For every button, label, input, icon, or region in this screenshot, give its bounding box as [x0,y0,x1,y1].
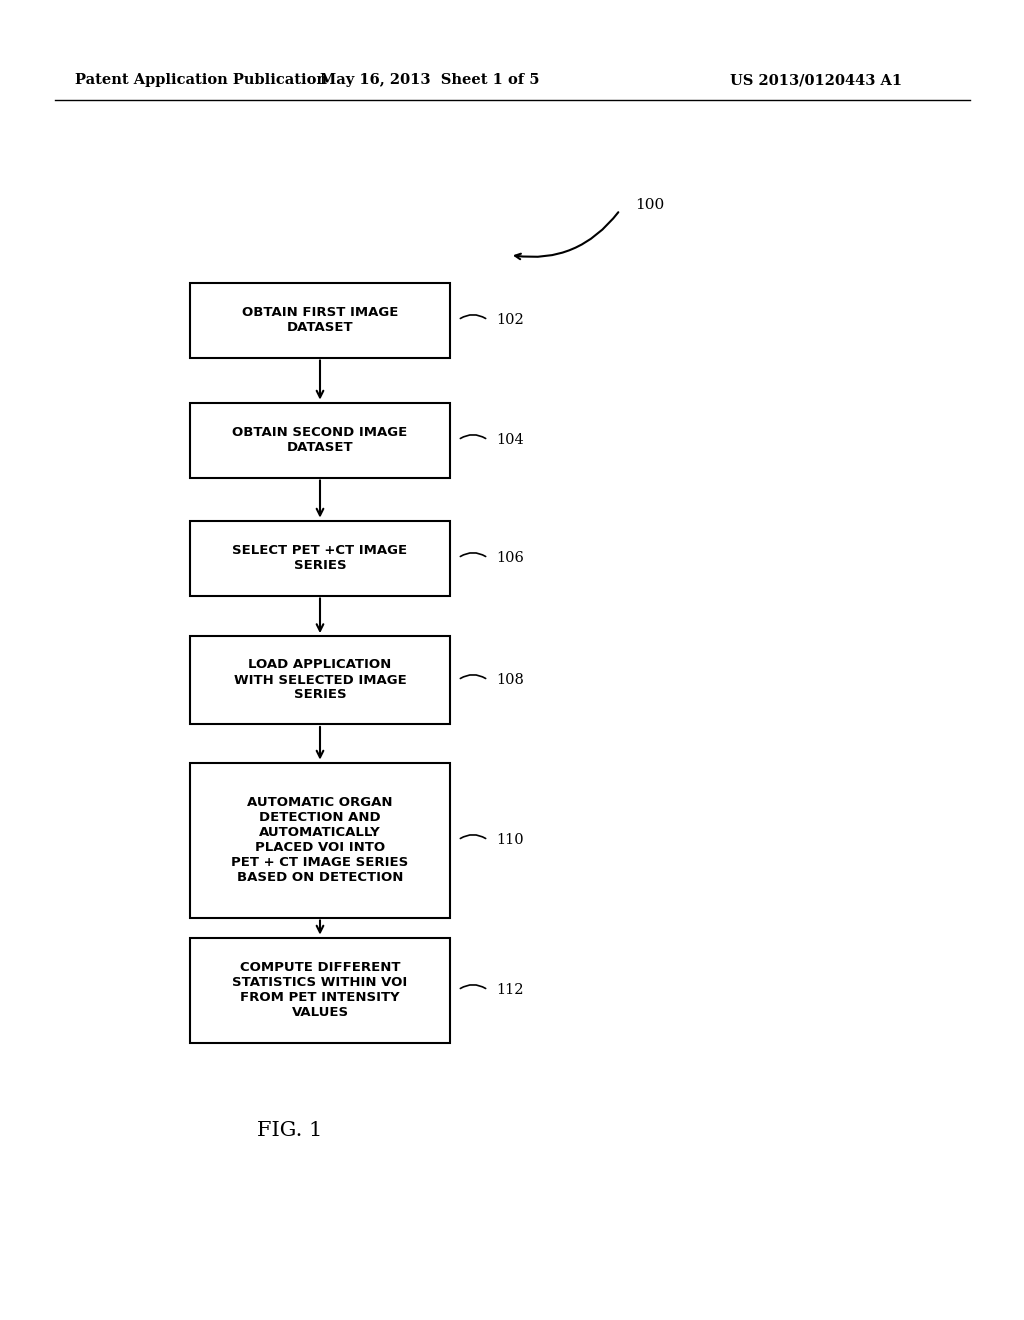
Text: 110: 110 [496,833,523,847]
FancyBboxPatch shape [190,403,450,478]
Text: Patent Application Publication: Patent Application Publication [75,73,327,87]
Text: US 2013/0120443 A1: US 2013/0120443 A1 [730,73,902,87]
FancyBboxPatch shape [190,520,450,595]
Text: 108: 108 [496,673,524,686]
Text: AUTOMATIC ORGAN
DETECTION AND
AUTOMATICALLY
PLACED VOI INTO
PET + CT IMAGE SERIE: AUTOMATIC ORGAN DETECTION AND AUTOMATICA… [231,796,409,884]
Text: OBTAIN FIRST IMAGE
DATASET: OBTAIN FIRST IMAGE DATASET [242,306,398,334]
FancyBboxPatch shape [190,636,450,723]
FancyBboxPatch shape [190,282,450,358]
FancyBboxPatch shape [190,763,450,917]
Text: 102: 102 [496,313,523,327]
Text: 106: 106 [496,550,524,565]
Text: 104: 104 [496,433,523,447]
FancyBboxPatch shape [190,937,450,1043]
Text: May 16, 2013  Sheet 1 of 5: May 16, 2013 Sheet 1 of 5 [321,73,540,87]
Text: OBTAIN SECOND IMAGE
DATASET: OBTAIN SECOND IMAGE DATASET [232,426,408,454]
Text: 100: 100 [635,198,665,213]
Text: COMPUTE DIFFERENT
STATISTICS WITHIN VOI
FROM PET INTENSITY
VALUES: COMPUTE DIFFERENT STATISTICS WITHIN VOI … [232,961,408,1019]
Text: LOAD APPLICATION
WITH SELECTED IMAGE
SERIES: LOAD APPLICATION WITH SELECTED IMAGE SER… [233,659,407,701]
Text: SELECT PET +CT IMAGE
SERIES: SELECT PET +CT IMAGE SERIES [232,544,408,572]
Text: 112: 112 [496,983,523,997]
Text: FIG. 1: FIG. 1 [257,1121,323,1139]
